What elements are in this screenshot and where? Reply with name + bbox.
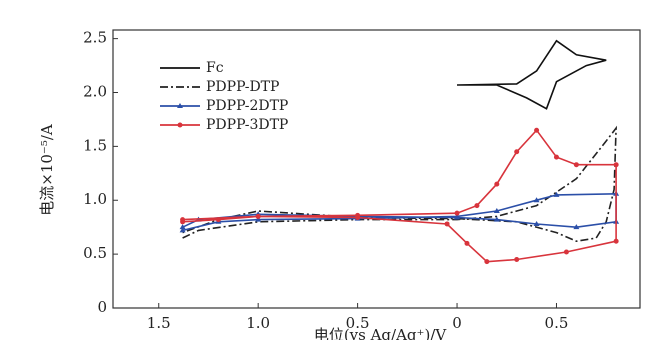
x-tick-label: 1.5 [147,314,171,332]
point [573,224,580,230]
y-tick-label: 1.0 [83,190,107,208]
point [454,210,460,216]
point [484,259,490,265]
point [534,127,540,133]
point [355,214,361,220]
point [444,221,450,227]
x-tick-label: 0.5 [346,314,370,332]
point [613,162,619,168]
y-tick-label: 0.5 [83,244,107,262]
point [177,122,183,128]
point [553,154,559,160]
series-line [456,39,607,110]
point [553,191,560,197]
y-tick-label: 2.0 [83,82,107,100]
point [255,213,261,219]
x-axis-label: 电位(vs Ag/Ag⁺)/V [314,326,448,340]
point [514,257,520,263]
point [533,220,540,226]
x-tick-label: 0 [452,314,462,332]
point [533,197,540,203]
point [454,214,461,220]
series-line [182,192,617,232]
point [180,217,186,223]
y-tick-label: 0 [97,298,107,316]
legend-label: PDPP-2DTP [206,98,288,114]
x-tick-label: 0.5 [545,314,569,332]
point [177,103,183,108]
series-line [182,125,617,243]
point [494,181,500,187]
point [514,149,520,155]
legend-label: PDPP-3DTP [206,117,288,133]
point [464,240,470,246]
y-tick-label: 1.5 [83,136,107,154]
legend-label: Fc [206,60,224,76]
point [573,162,579,168]
legend-label: PDPP-DTP [206,79,279,95]
plot-frame [112,29,641,309]
point [179,224,186,230]
point [613,238,619,244]
point [474,203,480,209]
x-tick-label: 1.0 [246,314,270,332]
point [179,227,186,233]
point [493,208,500,214]
point [493,216,500,222]
point [255,216,262,222]
y-axis-label: 电流×10⁻⁵/A [38,124,56,216]
point [563,249,569,255]
y-tick-label: 2.5 [83,29,107,47]
point [215,217,221,223]
